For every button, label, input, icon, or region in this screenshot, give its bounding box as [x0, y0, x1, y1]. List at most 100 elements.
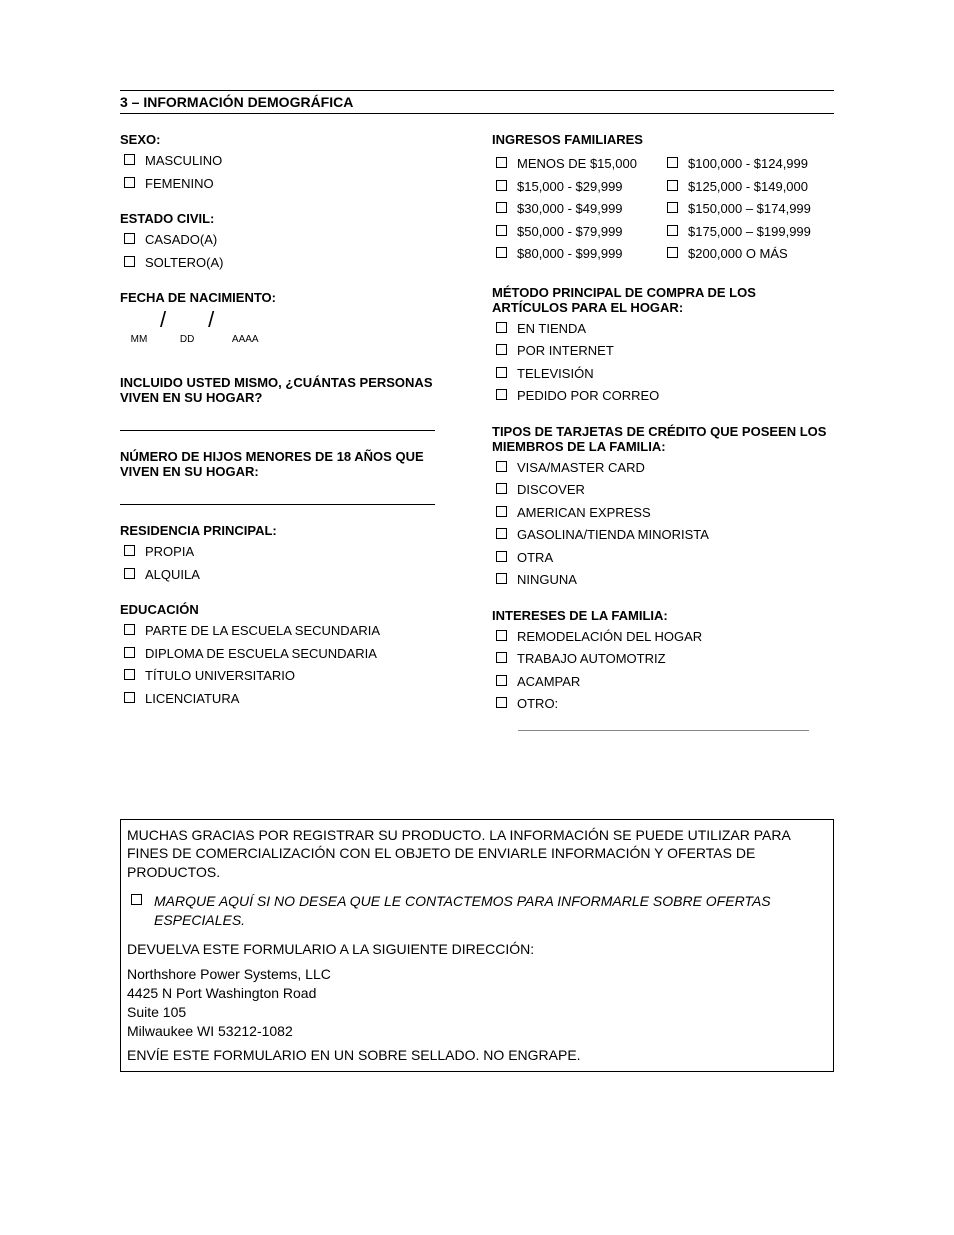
compra-opt[interactable]: POR INTERNET — [496, 341, 834, 361]
checkbox-icon[interactable] — [124, 669, 135, 680]
checkbox-icon[interactable] — [667, 180, 678, 191]
hogar-personas-input[interactable] — [120, 411, 435, 431]
intereses-group: INTERESES DE LA FAMILIA: REMODELACIÓN DE… — [492, 608, 834, 731]
opt-label: $125,000 - $149,000 — [688, 177, 808, 197]
checkbox-icon[interactable] — [124, 177, 135, 188]
checkbox-icon[interactable] — [124, 256, 135, 267]
opt-label: EN TIENDA — [517, 319, 586, 339]
tarjetas-opt[interactable]: VISA/MASTER CARD — [496, 458, 834, 478]
addr-line: Milwaukee WI 53212-1082 — [127, 1022, 827, 1041]
sexo-title: SEXO: — [120, 132, 462, 147]
compra-opt[interactable]: TELEVISIÓN — [496, 364, 834, 384]
checkbox-icon[interactable] — [667, 247, 678, 258]
tarjetas-opt[interactable]: OTRA — [496, 548, 834, 568]
ingresos-opt[interactable]: $125,000 - $149,000 — [667, 177, 834, 197]
compra-title: MÉTODO PRINCIPAL DE COMPRA DE LOS ARTÍCU… — [492, 285, 834, 315]
checkbox-icon[interactable] — [667, 202, 678, 213]
checkbox-icon[interactable] — [496, 675, 507, 686]
checkbox-icon[interactable] — [496, 322, 507, 333]
opt-label: PROPIA — [145, 542, 194, 562]
intereses-opt[interactable]: ACAMPAR — [496, 672, 834, 692]
compra-opt[interactable]: EN TIENDA — [496, 319, 834, 339]
residencia-title: RESIDENCIA PRINCIPAL: — [120, 523, 462, 538]
checkbox-icon[interactable] — [124, 624, 135, 635]
footer-optout-row[interactable]: MARQUE AQUÍ SI NO DESEA QUE LE CONTACTEM… — [131, 892, 827, 930]
checkbox-icon[interactable] — [496, 225, 507, 236]
checkbox-icon[interactable] — [124, 233, 135, 244]
ingresos-opt[interactable]: MENOS DE $15,000 — [496, 154, 663, 174]
educacion-opt-0[interactable]: PARTE DE LA ESCUELA SECUNDARIA — [124, 621, 462, 641]
checkbox-icon[interactable] — [496, 344, 507, 355]
left-column: SEXO: MASCULINO FEMENINO ESTADO CIVIL: C… — [120, 132, 462, 749]
ingresos-opt[interactable]: $100,000 - $124,999 — [667, 154, 834, 174]
checkbox-icon[interactable] — [496, 652, 507, 663]
date-mm[interactable]: MM — [124, 310, 154, 345]
opt-label: VISA/MASTER CARD — [517, 458, 645, 478]
date-dd[interactable]: DD — [172, 310, 202, 345]
checkbox-icon[interactable] — [131, 894, 142, 905]
intereses-opt[interactable]: TRABAJO AUTOMOTRIZ — [496, 649, 834, 669]
checkbox-icon[interactable] — [496, 202, 507, 213]
date-aaaa[interactable]: AAAA — [220, 310, 270, 345]
checkbox-icon[interactable] — [496, 389, 507, 400]
slash-icon: / — [208, 309, 214, 345]
checkbox-icon[interactable] — [124, 692, 135, 703]
ingresos-opt[interactable]: $175,000 – $199,999 — [667, 222, 834, 242]
educacion-opt-3[interactable]: LICENCIATURA — [124, 689, 462, 709]
footer-box: MUCHAS GRACIAS POR REGISTRAR SU PRODUCTO… — [120, 819, 834, 1073]
opt-label: DIPLOMA DE ESCUELA SECUNDARIA — [145, 644, 377, 664]
checkbox-icon[interactable] — [124, 154, 135, 165]
checkbox-icon[interactable] — [496, 573, 507, 584]
educacion-opt-1[interactable]: DIPLOMA DE ESCUELA SECUNDARIA — [124, 644, 462, 664]
ingresos-opt[interactable]: $30,000 - $49,999 — [496, 199, 663, 219]
ingresos-group: INGRESOS FAMILIARES MENOS DE $15,000 $15… — [492, 132, 834, 267]
opt-label: $80,000 - $99,999 — [517, 244, 623, 264]
checkbox-icon[interactable] — [496, 630, 507, 641]
checkbox-icon[interactable] — [667, 157, 678, 168]
ingresos-opt[interactable]: $150,000 – $174,999 — [667, 199, 834, 219]
checkbox-icon[interactable] — [496, 528, 507, 539]
checkbox-icon[interactable] — [667, 225, 678, 236]
opt-label: SOLTERO(A) — [145, 253, 224, 273]
opt-label: DISCOVER — [517, 480, 585, 500]
educacion-opt-2[interactable]: TÍTULO UNIVERSITARIO — [124, 666, 462, 686]
ingresos-opt[interactable]: $80,000 - $99,999 — [496, 244, 663, 264]
residencia-opt-0[interactable]: PROPIA — [124, 542, 462, 562]
checkbox-icon[interactable] — [496, 551, 507, 562]
checkbox-icon[interactable] — [496, 157, 507, 168]
opt-label: $50,000 - $79,999 — [517, 222, 623, 242]
slash-icon: / — [160, 309, 166, 345]
tarjetas-opt[interactable]: GASOLINA/TIENDA MINORISTA — [496, 525, 834, 545]
opt-label: MENOS DE $15,000 — [517, 154, 637, 174]
checkbox-icon[interactable] — [496, 247, 507, 258]
compra-opt[interactable]: PEDIDO POR CORREO — [496, 386, 834, 406]
ingresos-opt[interactable]: $200,000 O MÁS — [667, 244, 834, 264]
checkbox-icon[interactable] — [496, 180, 507, 191]
estado-opt-0[interactable]: CASADO(A) — [124, 230, 462, 250]
checkbox-icon[interactable] — [496, 483, 507, 494]
ingresos-opt[interactable]: $15,000 - $29,999 — [496, 177, 663, 197]
checkbox-icon[interactable] — [496, 367, 507, 378]
tarjetas-opt[interactable]: AMERICAN EXPRESS — [496, 503, 834, 523]
otro-input[interactable] — [518, 717, 809, 731]
checkbox-icon[interactable] — [496, 461, 507, 472]
opt-label: $100,000 - $124,999 — [688, 154, 808, 174]
ingresos-opt[interactable]: $50,000 - $79,999 — [496, 222, 663, 242]
sexo-opt-0[interactable]: MASCULINO — [124, 151, 462, 171]
checkbox-icon[interactable] — [124, 647, 135, 658]
intereses-opt-otro[interactable]: OTRO: — [496, 694, 834, 714]
estado-opt-1[interactable]: SOLTERO(A) — [124, 253, 462, 273]
sexo-opt-1[interactable]: FEMENINO — [124, 174, 462, 194]
residencia-opt-1[interactable]: ALQUILA — [124, 565, 462, 585]
ingresos-cols: MENOS DE $15,000 $15,000 - $29,999 $30,0… — [492, 151, 834, 267]
intereses-opt[interactable]: REMODELACIÓN DEL HOGAR — [496, 627, 834, 647]
checkbox-icon[interactable] — [124, 545, 135, 556]
checkbox-icon[interactable] — [496, 506, 507, 517]
checkbox-icon[interactable] — [124, 568, 135, 579]
tarjetas-opt[interactable]: NINGUNA — [496, 570, 834, 590]
hijos-input[interactable] — [120, 485, 435, 505]
opt-label: FEMENINO — [145, 174, 214, 194]
tarjetas-opt[interactable]: DISCOVER — [496, 480, 834, 500]
opt-label: NINGUNA — [517, 570, 577, 590]
checkbox-icon[interactable] — [496, 697, 507, 708]
